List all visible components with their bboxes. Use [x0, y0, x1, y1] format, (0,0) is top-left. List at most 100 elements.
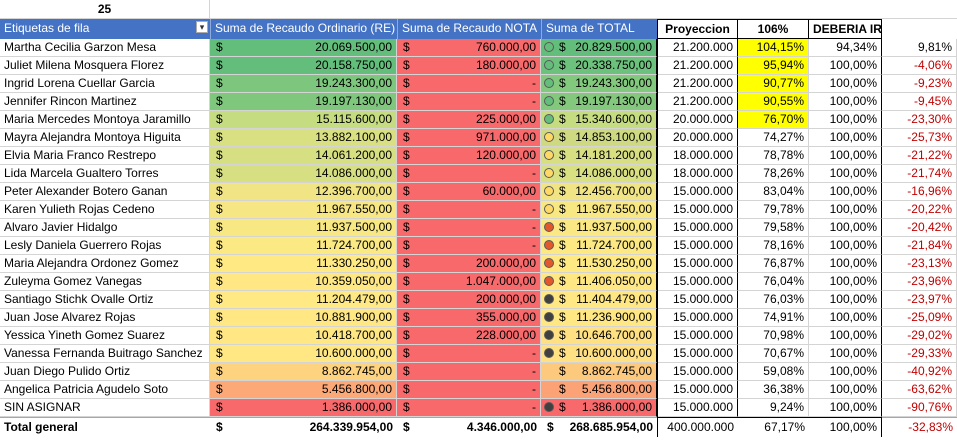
row-label[interactable]: Juan Diego Pulido Ortiz — [0, 363, 210, 381]
header-pct[interactable]: 106% — [737, 19, 809, 39]
cell-recaudo-re[interactable]: $10.359.050,00 — [210, 273, 397, 291]
cell-pct[interactable]: 95,94% — [738, 57, 809, 75]
cell-difference[interactable]: -4,06% — [882, 57, 957, 75]
total-pct[interactable]: 67,17% — [738, 417, 809, 437]
cell-proyeccion[interactable]: 18.000.000 — [657, 147, 738, 165]
cell-recaudo-nota[interactable]: $355.000,00 — [397, 309, 541, 327]
cell-total[interactable]: $11.724.700,00 — [541, 237, 657, 255]
cell-pct[interactable]: 76,87% — [738, 255, 809, 273]
cell-recaudo-nota[interactable]: $ - — [397, 165, 541, 183]
cell-pct[interactable]: 78,16% — [738, 237, 809, 255]
cell-proyeccion[interactable]: 15.000.000 — [657, 381, 738, 399]
cell-recaudo-re[interactable]: $19.197.130,00 — [210, 93, 397, 111]
row-label[interactable]: Karen Yulieth Rojas Cedeno — [0, 201, 210, 219]
cell-pct[interactable]: 36,38% — [738, 381, 809, 399]
cell-difference[interactable]: -21,22% — [882, 147, 957, 165]
cell-recaudo-nota[interactable]: $60.000,00 — [397, 183, 541, 201]
cell-recaudo-nota[interactable]: $ - — [397, 75, 541, 93]
cell-deberia-ir[interactable]: 100,00% — [809, 381, 882, 399]
cell-difference[interactable]: -25,09% — [882, 309, 957, 327]
cell-recaudo-nota[interactable]: $ - — [397, 237, 541, 255]
row-label[interactable]: Zuleyma Gomez Vanegas — [0, 273, 210, 291]
cell-deberia-ir[interactable]: 100,00% — [809, 219, 882, 237]
filter-dropdown-icon[interactable]: ▾ — [196, 21, 208, 33]
top-cell-value[interactable]: 25 — [0, 0, 210, 19]
cell-deberia-ir[interactable]: 100,00% — [809, 165, 882, 183]
top-row-empty[interactable] — [210, 0, 957, 19]
header-recaudo-nota[interactable]: Suma de Recaudo NOTA — [397, 19, 541, 39]
cell-proyeccion[interactable]: 21.200.000 — [657, 75, 738, 93]
cell-pct[interactable]: 9,24% — [738, 399, 809, 417]
cell-deberia-ir[interactable]: 100,00% — [809, 309, 882, 327]
cell-deberia-ir[interactable]: 100,00% — [809, 237, 882, 255]
cell-recaudo-nota[interactable]: $ - — [397, 363, 541, 381]
cell-proyeccion[interactable]: 15.000.000 — [657, 399, 738, 417]
cell-total[interactable]: $11.236.900,00 — [541, 309, 657, 327]
row-label[interactable]: Alvaro Javier Hidalgo — [0, 219, 210, 237]
cell-proyeccion[interactable]: 15.000.000 — [657, 183, 738, 201]
total-deberia-ir[interactable]: 100,00% — [809, 417, 882, 437]
cell-difference[interactable]: -40,92% — [882, 363, 957, 381]
cell-recaudo-nota[interactable]: $ - — [397, 381, 541, 399]
cell-total[interactable]: $11.530.250,00 — [541, 255, 657, 273]
cell-recaudo-nota[interactable]: $200.000,00 — [397, 255, 541, 273]
cell-pct[interactable]: 76,70% — [738, 111, 809, 129]
cell-proyeccion[interactable]: 20.000.000 — [657, 129, 738, 147]
cell-proyeccion[interactable]: 15.000.000 — [657, 291, 738, 309]
cell-difference[interactable]: -23,13% — [882, 255, 957, 273]
cell-proyeccion[interactable]: 21.200.000 — [657, 57, 738, 75]
row-label[interactable]: Angelica Patricia Agudelo Soto — [0, 381, 210, 399]
cell-pct[interactable]: 78,26% — [738, 165, 809, 183]
cell-difference[interactable]: -23,30% — [882, 111, 957, 129]
cell-recaudo-re[interactable]: $1.386.000,00 — [210, 399, 397, 417]
cell-total[interactable]: $1.386.000,00 — [541, 399, 657, 417]
cell-total[interactable]: $20.338.750,00 — [541, 57, 657, 75]
cell-proyeccion[interactable]: 15.000.000 — [657, 237, 738, 255]
cell-deberia-ir[interactable]: 100,00% — [809, 93, 882, 111]
cell-recaudo-re[interactable]: $19.243.300,00 — [210, 75, 397, 93]
cell-recaudo-nota[interactable]: $ - — [397, 345, 541, 363]
cell-difference[interactable]: -29,33% — [882, 345, 957, 363]
total-proyeccion[interactable]: 400.000.000 — [657, 417, 738, 437]
cell-recaudo-nota[interactable]: $180.000,00 — [397, 57, 541, 75]
cell-total[interactable]: $11.967.550,00 — [541, 201, 657, 219]
cell-deberia-ir[interactable]: 100,00% — [809, 291, 882, 309]
cell-pct[interactable]: 76,03% — [738, 291, 809, 309]
cell-proyeccion[interactable]: 15.000.000 — [657, 273, 738, 291]
row-label[interactable]: Santiago Stichk Ovalle Ortiz — [0, 291, 210, 309]
cell-proyeccion[interactable]: 21.200.000 — [657, 93, 738, 111]
row-label[interactable]: Yessica Yineth Gomez Suarez — [0, 327, 210, 345]
cell-recaudo-re[interactable]: $20.158.750,00 — [210, 57, 397, 75]
row-label[interactable]: Mayra Alejandra Montoya Higuita — [0, 129, 210, 147]
cell-total[interactable]: $19.243.300,00 — [541, 75, 657, 93]
row-label[interactable]: Ingrid Lorena Cuellar Garcia — [0, 75, 210, 93]
cell-recaudo-re[interactable]: $10.600.000,00 — [210, 345, 397, 363]
cell-recaudo-nota[interactable]: $760.000,00 — [397, 39, 541, 57]
cell-proyeccion[interactable]: 15.000.000 — [657, 309, 738, 327]
header-total[interactable]: Suma de TOTAL — [541, 19, 657, 39]
row-label[interactable]: Lida Marcela Gualtero Torres — [0, 165, 210, 183]
row-label[interactable]: Elvia Maria Franco Restrepo — [0, 147, 210, 165]
cell-total[interactable]: $10.646.700,00 — [541, 327, 657, 345]
row-label[interactable]: Lesly Daniela Guerrero Rojas — [0, 237, 210, 255]
cell-total[interactable]: $11.937.500,00 — [541, 219, 657, 237]
cell-recaudo-re[interactable]: $10.418.700,00 — [210, 327, 397, 345]
row-label[interactable]: Jennifer Rincon Martinez — [0, 93, 210, 111]
cell-deberia-ir[interactable]: 100,00% — [809, 345, 882, 363]
cell-pct[interactable]: 83,04% — [738, 183, 809, 201]
cell-deberia-ir[interactable]: 100,00% — [809, 183, 882, 201]
row-label[interactable]: Martha Cecilia Garzon Mesa — [0, 39, 210, 57]
cell-recaudo-nota[interactable]: $200.000,00 — [397, 291, 541, 309]
cell-total[interactable]: $14.181.200,00 — [541, 147, 657, 165]
total-label[interactable]: Total general — [0, 417, 210, 437]
cell-recaudo-nota[interactable]: $ - — [397, 93, 541, 111]
cell-deberia-ir[interactable]: 100,00% — [809, 129, 882, 147]
cell-recaudo-nota[interactable]: $228.000,00 — [397, 327, 541, 345]
cell-recaudo-nota[interactable]: $ - — [397, 399, 541, 417]
cell-pct[interactable]: 90,55% — [738, 93, 809, 111]
row-label[interactable]: Maria Mercedes Montoya Jaramillo — [0, 111, 210, 129]
cell-pct[interactable]: 70,67% — [738, 345, 809, 363]
cell-pct[interactable]: 79,58% — [738, 219, 809, 237]
total-total[interactable]: $268.685.954,00 — [541, 417, 657, 437]
row-label[interactable]: Maria Alejandra Ordonez Gomez — [0, 255, 210, 273]
